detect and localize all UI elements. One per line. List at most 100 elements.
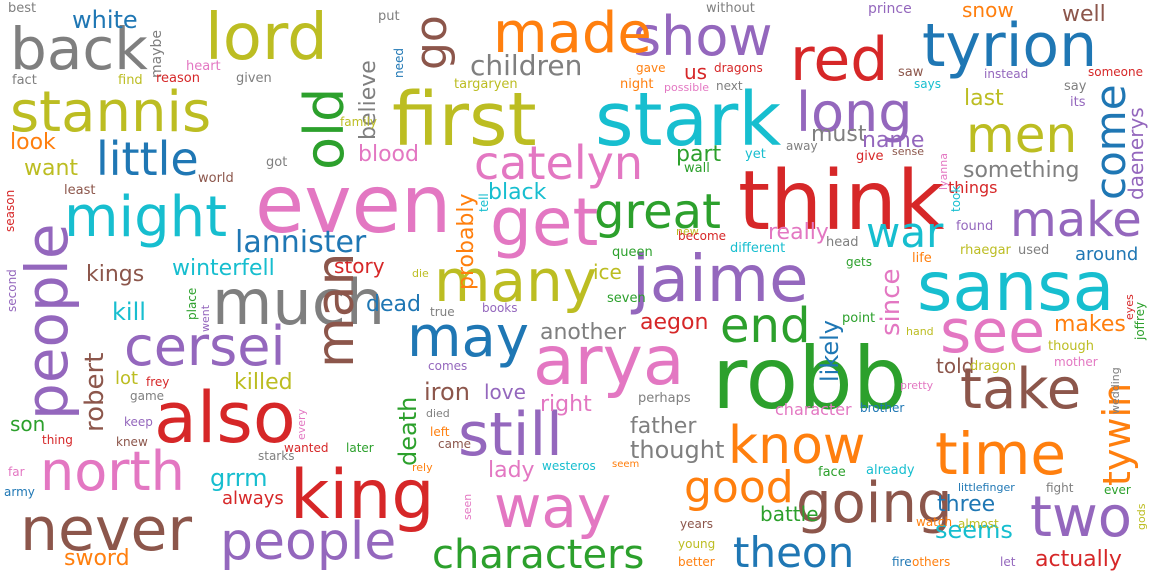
- word-best: best: [8, 1, 37, 16]
- word-pretty: pretty: [900, 379, 934, 392]
- word-fight: fight: [1046, 481, 1074, 495]
- word-say: say: [1064, 79, 1087, 94]
- word-better: better: [678, 555, 715, 569]
- word-died: died: [426, 407, 450, 420]
- word-army: army: [4, 485, 35, 499]
- word-theon: theon: [733, 528, 855, 577]
- word-saw: saw: [898, 65, 924, 80]
- word-snow: snow: [962, 0, 1014, 22]
- word-find: find: [118, 73, 143, 88]
- word-wall: wall: [684, 161, 710, 176]
- word-catelyn: catelyn: [474, 136, 643, 190]
- word-want: want: [24, 156, 79, 181]
- word-daenerys: daenerys: [1124, 107, 1148, 200]
- word-die: die: [412, 267, 429, 280]
- word-kill: kill: [112, 298, 146, 326]
- word-lady: lady: [488, 458, 535, 483]
- word-second: second: [5, 269, 19, 312]
- word-take: take: [960, 357, 1082, 422]
- word-son: son: [10, 412, 46, 436]
- word-stannis: stannis: [10, 80, 212, 145]
- word-seen: seen: [461, 493, 474, 520]
- word-children: children: [470, 49, 583, 82]
- word-almost: almost: [958, 517, 999, 531]
- word-lord: lord: [205, 1, 328, 75]
- word-keep: keep: [124, 415, 153, 429]
- word-well: well: [1062, 2, 1106, 27]
- word-got: got: [266, 155, 288, 170]
- word-sansa: sansa: [917, 248, 1115, 327]
- word-good: good: [684, 462, 794, 513]
- word-ice: ice: [593, 260, 622, 284]
- word-later: later: [346, 441, 374, 455]
- word-gave: gave: [636, 61, 666, 75]
- word-books: books: [482, 301, 518, 315]
- word-many: many: [434, 247, 598, 315]
- word-battle: battle: [760, 502, 819, 526]
- word-jaime: jaime: [632, 243, 809, 317]
- word-north: people: [220, 512, 397, 572]
- word-told: told: [936, 354, 975, 378]
- word-comes: comes: [428, 359, 468, 373]
- word-rhaegar: rhaegar: [960, 243, 1011, 258]
- word-yet: yet: [745, 147, 766, 162]
- word-left: left: [430, 425, 450, 439]
- word-around: around: [1075, 244, 1139, 265]
- word-makes: makes: [1054, 312, 1126, 337]
- word-hand: hand: [906, 325, 934, 338]
- word-dragon: dragon: [970, 359, 1017, 374]
- word-first: first: [392, 77, 537, 163]
- word-see: see: [940, 297, 1046, 367]
- word-went: went: [199, 304, 212, 332]
- word-littlefinger: littlefinger: [958, 481, 1015, 494]
- word-years: years: [680, 517, 714, 531]
- word-tyrion: tyrion: [922, 11, 1098, 81]
- word-robb: robb: [712, 329, 908, 429]
- word-make: make: [1010, 192, 1142, 248]
- word-three: three: [937, 492, 996, 517]
- word-look: look: [10, 130, 56, 155]
- word-father: father: [630, 414, 697, 439]
- word-used: used: [1018, 243, 1050, 258]
- word-dead: dead: [366, 292, 421, 317]
- word-back: back: [10, 15, 148, 83]
- word-part: part: [676, 142, 722, 167]
- word-came: came: [438, 437, 472, 451]
- word-two: two: [1030, 485, 1133, 550]
- word-knew: knew: [116, 435, 148, 449]
- word-already: already: [866, 463, 915, 478]
- word-wedding: wedding: [1109, 367, 1122, 414]
- word-though: though: [1048, 339, 1095, 354]
- word-also: also: [154, 377, 296, 459]
- word-really: really: [768, 220, 829, 245]
- word-point: point: [842, 311, 876, 326]
- word-characters: characters: [432, 532, 645, 578]
- word-tell: tell: [477, 193, 491, 212]
- word-its: its: [1070, 95, 1086, 110]
- word-last: last: [964, 86, 1004, 111]
- word-found: found: [956, 219, 994, 234]
- word-possible: possible: [664, 81, 710, 94]
- word-mother: mother: [1054, 355, 1098, 369]
- word-far: far: [8, 465, 25, 479]
- word-character: character: [775, 400, 852, 419]
- word-heart: heart: [186, 59, 221, 74]
- word-another: another: [540, 320, 627, 345]
- word-next: next: [716, 79, 743, 93]
- word-every: every: [295, 408, 308, 440]
- word-aegon: aegon: [640, 310, 709, 335]
- word-night: night: [620, 77, 654, 92]
- word-watch: watch: [916, 515, 953, 529]
- word-actually: actually: [1035, 547, 1122, 572]
- word-much: much: [212, 266, 386, 339]
- word-others: others: [912, 555, 951, 569]
- word-us: us: [684, 60, 708, 84]
- word-stark: stark: [595, 77, 782, 163]
- word-brother: brother: [860, 401, 905, 415]
- word-game: game: [130, 389, 165, 403]
- word-way: going: [796, 471, 953, 536]
- word-go: go: [406, 15, 457, 70]
- word-head: head: [826, 235, 859, 250]
- word-story: story: [334, 254, 385, 278]
